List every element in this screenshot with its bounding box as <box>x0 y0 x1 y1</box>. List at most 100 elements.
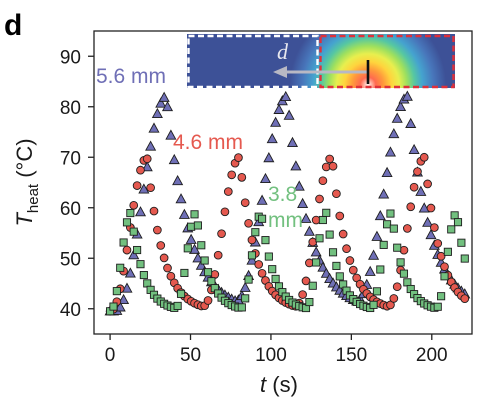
x-axis-variable: t <box>260 372 267 397</box>
data-point <box>315 234 324 243</box>
data-point <box>328 161 338 171</box>
data-point <box>187 222 196 231</box>
data-point <box>297 197 309 208</box>
data-point <box>381 166 393 177</box>
data-point <box>138 183 150 194</box>
data-point <box>122 218 132 227</box>
series-label: 4.6 mm <box>173 131 243 154</box>
data-point <box>368 249 380 260</box>
series-label-line: mm <box>268 209 303 232</box>
data-point <box>183 244 192 253</box>
y-axis-variable: T <box>12 212 37 227</box>
data-point <box>247 235 257 245</box>
data-point <box>241 294 250 303</box>
data-point <box>374 209 386 221</box>
data-point <box>418 202 430 213</box>
data-point <box>440 262 449 272</box>
data-point <box>121 282 133 293</box>
data-point <box>264 252 273 261</box>
data-point <box>134 206 147 217</box>
series-label-line: 4.6 mm <box>173 131 243 154</box>
data-point <box>240 198 250 208</box>
data-point <box>437 292 446 301</box>
data-point <box>312 258 321 267</box>
data-point <box>328 248 338 257</box>
data-point <box>415 185 427 196</box>
data-point <box>283 109 295 120</box>
data-point <box>129 227 138 236</box>
y-tick-label: 60 <box>60 199 81 220</box>
data-point <box>379 240 388 249</box>
y-axis-unit: (°C) <box>12 138 37 183</box>
data-point <box>364 265 376 276</box>
series-label: 3.8 mm <box>268 183 303 232</box>
data-point <box>318 215 327 225</box>
data-point <box>389 224 398 233</box>
data-point <box>136 260 145 269</box>
data-point <box>310 246 322 257</box>
data-point <box>145 140 157 151</box>
data-point <box>271 274 280 283</box>
data-point <box>126 209 135 218</box>
data-point <box>153 225 162 235</box>
data-point <box>298 290 307 299</box>
data-point <box>408 143 420 155</box>
data-point <box>166 271 176 281</box>
inset-distance-label: d <box>277 39 289 64</box>
data-point <box>175 193 187 204</box>
data-point <box>384 146 397 157</box>
data-point <box>325 230 334 239</box>
data-point <box>163 263 172 273</box>
data-point <box>401 90 413 101</box>
data-point <box>270 116 282 127</box>
data-point <box>203 268 213 277</box>
x-axis-title: t (s) <box>260 372 298 397</box>
data-point <box>371 230 383 241</box>
data-point <box>195 259 207 270</box>
data-point <box>318 176 328 186</box>
inset-image: d <box>187 34 455 89</box>
y-tick-label: 90 <box>60 47 81 68</box>
y-tick-label: 40 <box>60 300 81 321</box>
data-point <box>332 261 341 270</box>
data-point <box>457 238 466 247</box>
data-point <box>315 194 324 204</box>
data-point <box>393 243 402 252</box>
data-point <box>460 294 470 303</box>
data-point <box>188 243 201 254</box>
data-point <box>146 183 155 193</box>
data-point <box>335 272 344 281</box>
data-point <box>266 132 278 144</box>
data-point <box>345 256 355 265</box>
data-point <box>268 265 277 274</box>
data-point <box>293 180 305 191</box>
panel-label: d <box>4 9 22 42</box>
data-point <box>338 229 348 239</box>
data-point <box>124 267 136 278</box>
data-point <box>239 281 251 292</box>
data-point <box>413 167 422 176</box>
data-point <box>325 154 334 164</box>
x-axis-unit: (s) <box>266 372 298 397</box>
data-point <box>246 254 258 265</box>
data-point <box>433 239 443 248</box>
x-tick-label: 200 <box>416 345 448 366</box>
data-point <box>237 303 246 312</box>
data-point <box>259 172 272 184</box>
data-point <box>378 188 390 199</box>
data-point <box>399 269 409 278</box>
data-point <box>405 117 417 128</box>
data-point <box>286 136 299 147</box>
data-point <box>141 161 153 172</box>
data-point <box>372 287 381 296</box>
series-label-line: 3.8 <box>268 183 297 206</box>
data-point <box>422 216 434 227</box>
data-point <box>159 253 169 263</box>
data-point <box>176 289 186 298</box>
data-point <box>305 297 314 307</box>
data-point <box>197 241 206 250</box>
y-tick-label: 70 <box>60 148 81 169</box>
data-point <box>406 202 416 212</box>
data-point <box>119 238 128 247</box>
